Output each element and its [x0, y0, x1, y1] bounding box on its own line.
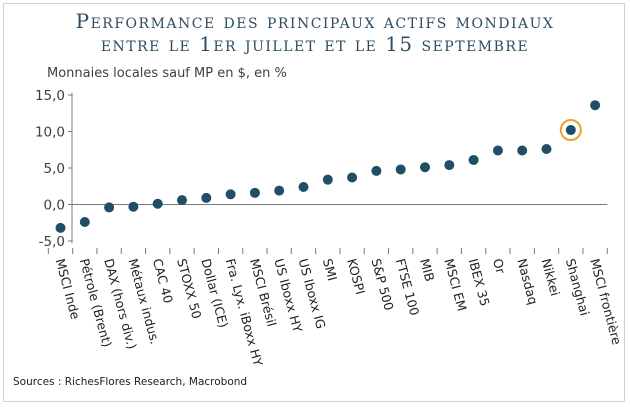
x-tick-label: Or	[490, 257, 509, 276]
highlight-ring	[559, 119, 582, 142]
data-point	[128, 201, 139, 212]
x-tick-label: KOSPI	[344, 257, 368, 296]
data-point	[274, 185, 285, 196]
data-point	[590, 100, 601, 111]
x-tick-label: IBEX 35	[466, 257, 493, 308]
chart-title-line1: Performance des principaux actifs mondia…	[75, 9, 555, 33]
data-point	[371, 165, 382, 176]
y-tick-label: 0,0	[44, 198, 65, 214]
x-tick-label: MIB	[417, 257, 437, 283]
y-tick-label: 15,0	[35, 88, 65, 104]
data-point	[55, 222, 66, 233]
x-tick-label: MSCI frontière	[587, 257, 624, 347]
data-point	[249, 187, 260, 198]
data-point	[298, 181, 309, 192]
x-tick-label: Nasdaq	[514, 257, 541, 306]
y-tick-label: 5,0	[44, 161, 65, 177]
data-point	[541, 144, 552, 155]
x-tick-label: Shanghai	[563, 257, 593, 317]
data-point	[468, 154, 479, 165]
y-tick-label: 10,0	[35, 125, 65, 141]
data-point	[420, 162, 430, 173]
x-tick-label: SMI	[320, 257, 340, 283]
data-point	[104, 202, 115, 213]
data-point	[395, 164, 406, 175]
data-point	[152, 198, 163, 209]
data-point	[177, 195, 187, 206]
x-tick-label: MSCI EM	[441, 257, 469, 313]
x-tick-label: FTSE 100	[393, 257, 423, 317]
data-point	[347, 172, 358, 183]
y-tick-label: -5,0	[39, 234, 65, 250]
data-point	[322, 174, 333, 185]
data-point	[492, 145, 503, 156]
x-tick-label: Nikkei	[539, 257, 563, 298]
data-point	[517, 145, 528, 156]
data-point	[225, 189, 236, 200]
data-point	[444, 160, 455, 171]
x-tick-label: S&P 500	[369, 257, 397, 312]
chart-title-line2: entre le 1er juillet et le 15 septembre	[100, 32, 530, 56]
data-point	[565, 125, 576, 136]
data-point	[201, 192, 212, 203]
chart-subtitle: Monnaies locales sauf MP en $, en %	[47, 66, 287, 81]
source-note: Sources : RichesFlores Research, Macrobo…	[13, 376, 248, 388]
x-tick-label: CAC 40	[150, 257, 176, 305]
chart-frame	[3, 3, 625, 402]
data-point	[79, 217, 90, 228]
